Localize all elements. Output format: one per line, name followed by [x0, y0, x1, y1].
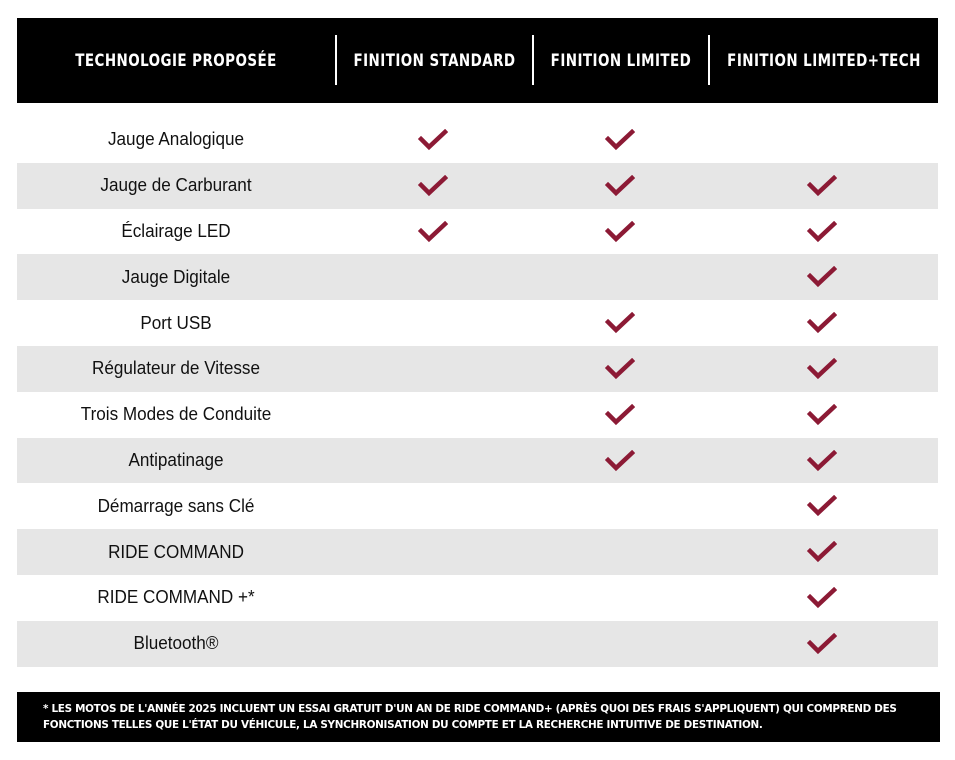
table-row: Éclairage LED	[17, 209, 938, 255]
checkmark-icon	[807, 586, 837, 609]
checkmark-icon	[807, 266, 837, 288]
feature-table-body: Jauge Analogique Jauge de Carburant Éclair…	[17, 117, 938, 667]
table-row: Jauge Digitale	[17, 254, 938, 301]
feature-label: Jauge Digitale	[121, 266, 231, 287]
feature-label: Éclairage LED	[121, 220, 231, 241]
feature-label: Antipatinage	[128, 449, 224, 470]
table-row: Port USB	[17, 300, 938, 346]
header-divider	[532, 35, 534, 85]
header-limited-tech: FINITION LIMITED+TECH	[727, 50, 921, 71]
checkmark-icon	[807, 449, 837, 471]
checkmark-icon	[605, 449, 635, 471]
table-row: RIDE COMMAND	[17, 529, 938, 575]
checkmark-icon	[807, 495, 837, 517]
table-row: Régulateur de Vitesse	[17, 345, 938, 392]
footnote: * LES MOTOS DE L'ANNÉE 2025 INCLUENT UN …	[17, 692, 940, 742]
feature-label: Régulateur de Vitesse	[92, 358, 260, 379]
table-row: RIDE COMMAND +*	[17, 575, 938, 621]
table-row: Antipatinage	[17, 437, 938, 484]
header-limited: FINITION LIMITED	[550, 50, 692, 71]
header-divider	[335, 35, 337, 85]
checkmark-icon	[807, 632, 837, 654]
checkmark-icon	[418, 174, 448, 196]
checkmark-icon	[418, 129, 448, 151]
checkmark-icon	[807, 174, 837, 196]
feature-label: RIDE COMMAND	[108, 541, 244, 562]
table-row: Bluetooth®	[17, 620, 938, 667]
checkmark-icon	[605, 403, 635, 425]
feature-label: Jauge de Carburant	[100, 175, 252, 196]
feature-label: Port USB	[140, 312, 212, 333]
checkmark-icon	[605, 357, 635, 380]
table-row: Démarrage sans Clé	[17, 483, 938, 529]
checkmark-icon	[807, 357, 837, 380]
feature-label: Jauge Analogique	[108, 129, 244, 150]
header-standard: FINITION STANDARD	[353, 50, 516, 71]
checkmark-icon	[807, 403, 837, 425]
table-row: Jauge Analogique	[17, 117, 938, 163]
checkmark-icon	[605, 174, 635, 196]
feature-label: Bluetooth®	[133, 633, 219, 654]
checkmark-icon	[418, 220, 448, 242]
table-header: TECHNOLOGIE PROPOSÉE FINITION STANDARD F…	[17, 18, 938, 103]
checkmark-icon	[807, 312, 837, 334]
feature-label: Trois Modes de Conduite	[80, 404, 272, 425]
feature-label: Démarrage sans Clé	[97, 495, 255, 516]
checkmark-icon	[605, 129, 635, 151]
table-row: Jauge de Carburant	[17, 162, 938, 209]
header-technology: TECHNOLOGIE PROPOSÉE	[75, 50, 277, 71]
checkmark-icon	[807, 541, 837, 563]
checkmark-icon	[605, 220, 635, 242]
header-divider	[708, 35, 710, 85]
checkmark-icon	[605, 312, 635, 334]
checkmark-icon	[807, 220, 837, 242]
feature-label: RIDE COMMAND +*	[97, 587, 255, 608]
table-row: Trois Modes de Conduite	[17, 392, 938, 438]
